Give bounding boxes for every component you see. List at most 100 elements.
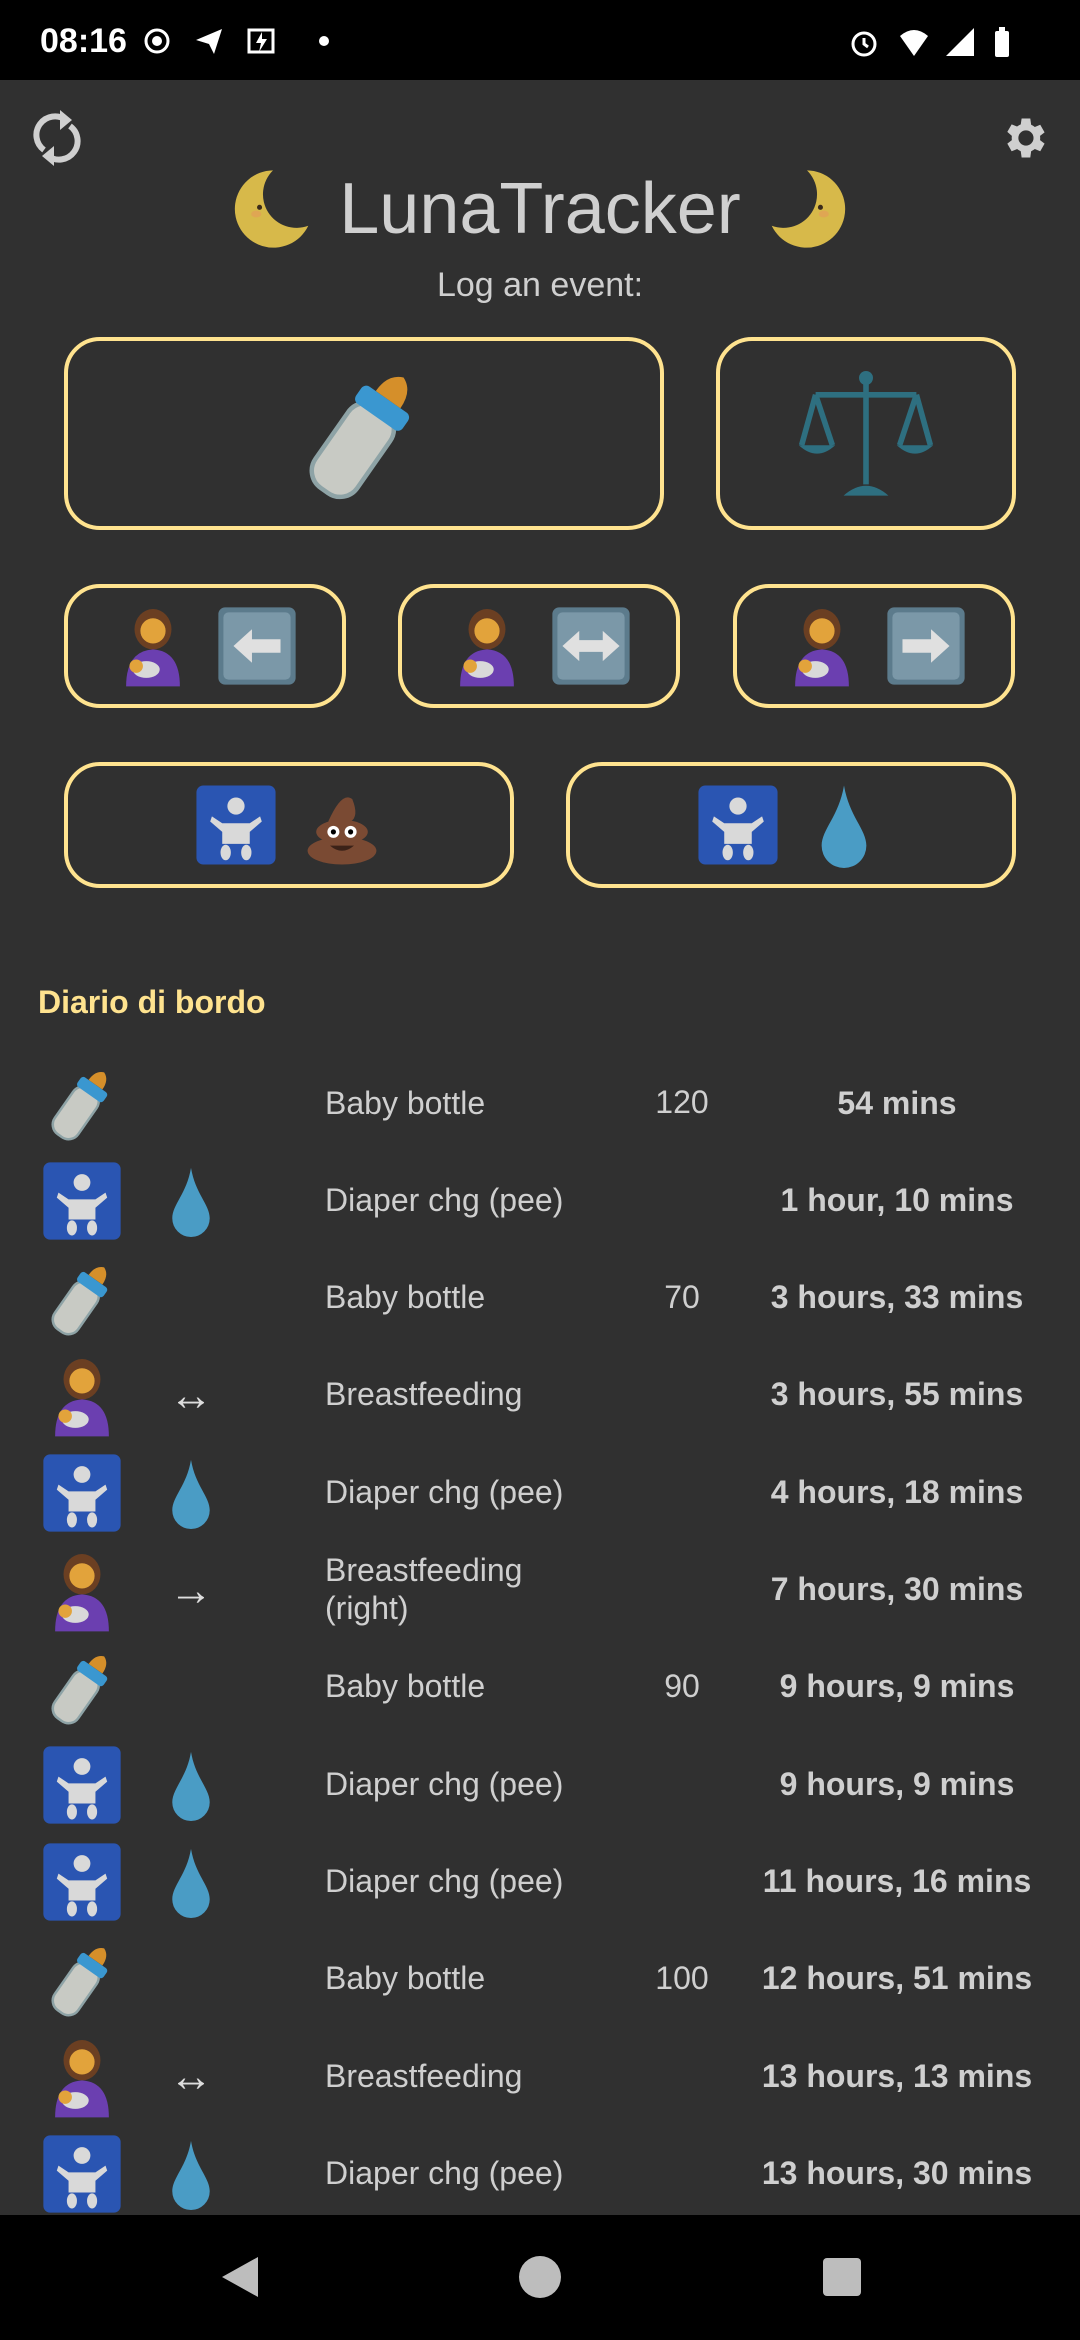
entry-time-ago: 3 hours, 55 mins xyxy=(770,1376,1024,1413)
entry-label: Baby bottle xyxy=(325,1668,486,1705)
entry-time-ago: 9 hours, 9 mins xyxy=(779,1765,1015,1802)
log-entry[interactable]: Baby bottle 120 54 mins xyxy=(0,1054,1080,1151)
navigation-bar xyxy=(0,2215,1080,2340)
breastfeeding-icon xyxy=(780,604,864,688)
entry-label: Baby bottle xyxy=(325,1084,486,1121)
entry-label: Breastfeeding (right) xyxy=(325,1552,523,1626)
breastfeeding-both-button[interactable] xyxy=(398,584,680,708)
home-icon[interactable] xyxy=(518,2255,562,2299)
app-title: LunaTracker xyxy=(0,165,1080,253)
signal-icon xyxy=(946,28,974,56)
baby-symbol-icon xyxy=(40,1743,124,1827)
log-entry[interactable]: Diaper chg (pee) 4 hours, 18 mins xyxy=(0,1443,1080,1540)
entry-label: Baby bottle xyxy=(325,1960,486,1997)
entry-label: Diaper chg (pee) xyxy=(325,1473,564,1510)
baby-symbol-icon xyxy=(40,1159,124,1243)
balance-scale-icon xyxy=(791,364,941,504)
baby-bottle-icon xyxy=(40,1646,124,1730)
entry-label: Diaper chg (pee) xyxy=(325,2154,564,2191)
entry-time-ago: 13 hours, 30 mins xyxy=(761,2154,1033,2191)
wifi-icon xyxy=(900,30,928,56)
alarm-icon xyxy=(851,31,877,57)
left-right-arrow-icon xyxy=(549,604,633,688)
log-entry[interactable]: ↔ Breastfeeding 13 hours, 13 mins xyxy=(0,2027,1080,2124)
baby-symbol-icon xyxy=(695,782,781,868)
status-time: 08:16 xyxy=(40,22,127,60)
crescent-moon-face-icon xyxy=(765,165,849,253)
baby-bottle-icon xyxy=(289,359,439,509)
entry-time-ago: 4 hours, 18 mins xyxy=(770,1473,1024,1510)
droplet-icon xyxy=(155,1165,227,1237)
breastfeeding-left-button[interactable] xyxy=(64,584,346,708)
entry-time-ago: 11 hours, 16 mins xyxy=(762,1862,1032,1899)
entry-amount: 120 xyxy=(655,1084,709,1120)
app-title-text: LunaTracker xyxy=(339,169,741,249)
droplet-icon xyxy=(155,1749,227,1821)
entry-time-ago: 54 mins xyxy=(837,1084,957,1121)
entry-time-ago: 1 hour, 10 mins xyxy=(780,1181,1014,1218)
log-entry[interactable]: Diaper chg (pee) 9 hours, 9 mins xyxy=(0,1735,1080,1832)
log-entry[interactable]: → Breastfeeding (right) 7 hours, 30 mins xyxy=(0,1541,1080,1638)
log-entry[interactable]: Baby bottle 100 12 hours, 51 mins xyxy=(0,1930,1080,2027)
breastfeeding-right-button[interactable] xyxy=(733,584,1015,708)
baby-bottle-icon xyxy=(40,1257,124,1341)
log-title: Diario di bordo xyxy=(38,984,266,1020)
entry-label: Breastfeeding xyxy=(325,2057,523,2094)
breastfeeding-icon xyxy=(40,1549,124,1633)
entry-time-ago: 12 hours, 51 mins xyxy=(761,1960,1033,1997)
baby-bottle-button[interactable] xyxy=(64,337,664,530)
battery-saver-icon xyxy=(247,28,275,54)
right-arrow-icon: → xyxy=(169,1565,213,1615)
baby-bottle-icon xyxy=(40,1938,124,2022)
log-event-label: Log an event: xyxy=(436,266,644,304)
log-entry[interactable]: Baby bottle 70 3 hours, 33 mins xyxy=(0,1249,1080,1346)
entry-time-ago: 7 hours, 30 mins xyxy=(770,1571,1024,1607)
telegram-icon xyxy=(196,29,222,54)
log-entry[interactable]: Diaper chg (pee) 11 hours, 16 mins xyxy=(0,1832,1080,1929)
droplet-icon xyxy=(155,2138,227,2210)
crescent-moon-face-icon xyxy=(231,165,315,253)
log-entry[interactable]: Baby bottle 90 9 hours, 9 mins xyxy=(0,1638,1080,1735)
left-right-arrow-icon: ↔ xyxy=(169,2052,213,2101)
entry-amount: 70 xyxy=(664,1278,700,1315)
entry-label: Breastfeeding xyxy=(325,1376,523,1413)
back-icon[interactable] xyxy=(218,2255,262,2299)
record-icon xyxy=(144,28,170,54)
droplet-icon xyxy=(155,1846,227,1918)
entry-time-ago: 9 hours, 9 mins xyxy=(779,1668,1015,1705)
breastfeeding-icon xyxy=(111,604,195,688)
left-arrow-icon xyxy=(215,604,299,688)
entry-amount: 100 xyxy=(655,1959,709,1996)
baby-bottle-icon xyxy=(40,1062,124,1146)
breastfeeding-icon xyxy=(40,1354,124,1438)
entry-label: Diaper chg (pee) xyxy=(325,1181,564,1218)
right-arrow-icon xyxy=(884,604,968,688)
entry-label: Diaper chg (pee) xyxy=(325,1862,564,1899)
baby-symbol-icon xyxy=(40,2132,124,2216)
entry-time-ago: 13 hours, 13 mins xyxy=(761,2057,1033,2094)
baby-symbol-icon xyxy=(40,1840,124,1924)
baby-symbol-icon xyxy=(193,782,279,868)
weight-button[interactable] xyxy=(716,337,1016,530)
log-entry[interactable]: Diaper chg (pee) 13 hours, 30 mins xyxy=(0,2124,1080,2221)
poop-icon xyxy=(299,782,385,868)
entry-label: Diaper chg (pee) xyxy=(325,1765,564,1802)
entry-label: Baby bottle xyxy=(325,1279,486,1316)
recents-icon[interactable] xyxy=(822,2257,862,2297)
status-bar: 08:16 xyxy=(0,0,1080,80)
droplet-icon xyxy=(155,1457,227,1529)
gear-icon[interactable] xyxy=(998,112,1050,164)
diaper-poo-button[interactable] xyxy=(64,762,514,888)
left-right-arrow-icon: ↔ xyxy=(169,1370,213,1420)
diaper-pee-button[interactable] xyxy=(566,762,1016,888)
droplet-icon xyxy=(801,782,887,868)
dot-icon xyxy=(319,36,329,46)
entry-amount: 90 xyxy=(664,1667,700,1704)
sync-icon[interactable] xyxy=(30,108,84,168)
baby-symbol-icon xyxy=(40,1451,124,1535)
breastfeeding-icon xyxy=(40,2035,124,2119)
entry-time-ago: 3 hours, 33 mins xyxy=(770,1279,1024,1316)
log-entry[interactable]: ↔ Breastfeeding 3 hours, 55 mins xyxy=(0,1346,1080,1443)
log-entry[interactable]: Diaper chg (pee) 1 hour, 10 mins xyxy=(0,1151,1080,1248)
breastfeeding-icon xyxy=(445,604,529,688)
